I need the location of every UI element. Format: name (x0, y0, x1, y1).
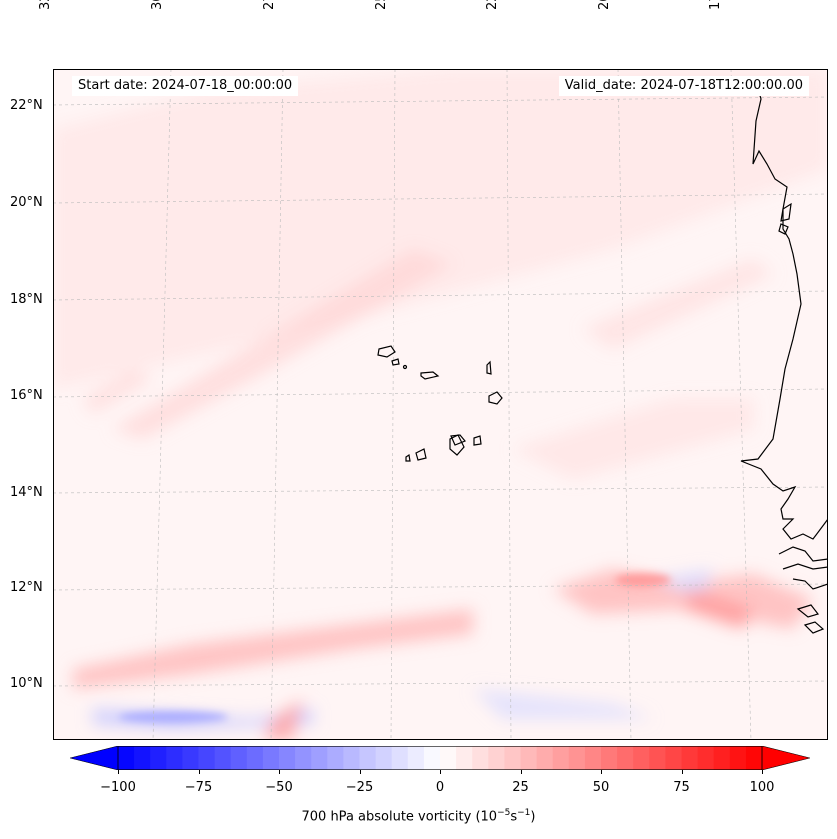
colorbar-label: 700 hPa absolute vorticity (10−5s−1) (301, 808, 536, 825)
colorbar-segment (230, 746, 248, 770)
colorbar-segment (601, 746, 618, 770)
colorbar-segment (295, 746, 312, 770)
colorbar-segment (584, 746, 602, 770)
colorbar-segment (134, 746, 151, 770)
latitude-label: 14°N (10, 485, 43, 500)
cape-verde-islands (377, 345, 503, 462)
colorbar-tick-mark (118, 770, 119, 774)
colorbar-segment (375, 746, 393, 770)
colorbar-tick-label: 25 (512, 780, 529, 795)
colorbar-segment (552, 746, 570, 770)
colorbar-segment (214, 746, 232, 770)
colorbar-tick-mark (279, 770, 280, 774)
latitude-label: 22°N (10, 98, 43, 113)
colorbar-tick-label: −100 (100, 780, 136, 795)
colorbar-tick-label: 100 (749, 780, 775, 795)
longitude-label: 17.5°W (708, 0, 723, 10)
colorbar-segment (681, 746, 699, 770)
longitude-label: 25°W (374, 0, 389, 10)
colorbar-segment (536, 746, 554, 770)
colorbar-tick-mark (520, 770, 522, 774)
colorbar-segment (456, 746, 473, 770)
colorbar-tick-label: −75 (184, 780, 213, 795)
longitude-label: 30°W (150, 0, 165, 10)
valid-date-label: Valid_date: 2024-07-18T12:00:00.00 (558, 76, 809, 96)
colorbar-segment (359, 746, 377, 770)
african-coastline (740, 88, 828, 634)
latitude-label: 16°N (10, 388, 43, 403)
colorbar-segment (246, 746, 264, 770)
colorbar-segment (118, 746, 135, 770)
colorbar-segment (488, 746, 505, 770)
longitude-label: 22.5°W (485, 0, 500, 10)
colorbar-high-extend (761, 746, 810, 770)
colorbar-tick-label: 75 (673, 780, 690, 795)
graticule (53, 69, 828, 740)
longitude-label: 27.5°W (262, 0, 277, 10)
colorbar-segment (182, 746, 199, 770)
colorbar-tick-label: 0 (435, 780, 445, 795)
colorbar-segment (633, 746, 650, 770)
colorbar-segment (262, 746, 280, 770)
colorbar-tick-mark (681, 770, 683, 774)
colorbar-tick-mark (601, 770, 602, 774)
map-border (53, 69, 828, 740)
vorticity-map (53, 69, 828, 740)
colorbar-tick-mark (762, 770, 763, 774)
latitude-label: 10°N (10, 676, 43, 691)
colorbar-segment (150, 746, 167, 770)
colorbar-segment (504, 746, 521, 770)
colorbar-segment (279, 746, 296, 770)
colorbar-variable: 700 hPa absolute vorticity (301, 809, 472, 825)
colorbar-segment (343, 746, 360, 770)
colorbar-segment (327, 746, 344, 770)
colorbar-segment (649, 746, 666, 770)
latitude-label: 12°N (10, 580, 43, 595)
colorbar (70, 746, 810, 770)
colorbar-segment (311, 746, 328, 770)
latitude-label: 18°N (10, 292, 43, 307)
colorbar-segment (713, 746, 731, 770)
colorbar-segment (472, 746, 489, 770)
colorbar-tick-mark (198, 770, 200, 774)
colorbar-segment (391, 746, 409, 770)
colorbar-segment (729, 746, 747, 770)
colorbar-low-extend (70, 746, 119, 770)
colorbar-segment (198, 746, 216, 770)
colorbar-tick-label: 50 (592, 780, 610, 795)
colorbar-segment (568, 746, 586, 770)
start-date-label: Start date: 2024-07-18_00:00:00 (72, 76, 299, 96)
colorbar-segment (440, 746, 457, 770)
colorbar-tick-mark (359, 770, 361, 774)
colorbar-tick-label: −50 (265, 780, 293, 795)
colorbar-segment (166, 746, 183, 770)
longitude-label: 32.5°W (38, 0, 53, 10)
colorbar-tick-mark (440, 770, 441, 774)
colorbar-segment (697, 746, 715, 770)
colorbar-segment (423, 746, 441, 770)
colorbar-segment (407, 746, 425, 770)
colorbar-segment (665, 746, 682, 770)
colorbar-segment (745, 746, 763, 770)
colorbar-segment (520, 746, 538, 770)
latitude-label: 20°N (10, 195, 43, 210)
colorbar-segment (617, 746, 634, 770)
colorbar-tick-label: −25 (345, 780, 374, 795)
longitude-label: 20°W (597, 0, 612, 10)
